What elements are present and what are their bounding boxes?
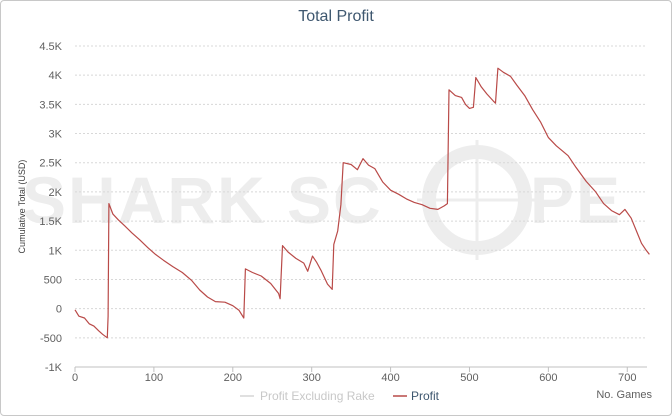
x-tick-label: 0 (72, 372, 78, 384)
y-tick-label: 3K (49, 129, 63, 141)
series-group (74, 67, 650, 339)
y-tick-label: 500 (44, 274, 62, 286)
legend-item-profit-excl-rake[interactable]: Profit Excluding Rake (240, 389, 375, 403)
chart-title: Total Profit (298, 8, 374, 25)
y-tick-label: 2K (49, 187, 63, 199)
watermark: SHARK SC PE (22, 140, 622, 260)
y-tick-label: -500 (40, 333, 62, 345)
y-axis-ticks: -1K -500 0 500 1K 1.5K 2K 2.5K 3K 3.5K 4K 4.5K (39, 41, 62, 374)
y-tick-label: 1K (49, 245, 63, 257)
y-tick-label: 4K (49, 70, 63, 82)
y-tick-label: 1.5K (39, 216, 62, 228)
watermark-text-left: SHARK SC (22, 163, 383, 237)
x-axis-title: No. Games (596, 389, 652, 401)
legend-label-profit-excl-rake: Profit Excluding Rake (260, 389, 375, 403)
y-tick-label: -1K (45, 362, 63, 374)
legend-item-profit[interactable]: Profit (393, 389, 440, 403)
series-line-profit (74, 67, 650, 339)
x-tick-label: 700 (618, 372, 636, 384)
x-tick-label: 300 (303, 372, 321, 384)
y-tick-label: 0 (56, 304, 62, 316)
y-tick-label: 2.5K (39, 158, 62, 170)
watermark-text-right: PE (530, 163, 622, 237)
y-axis-title: Cumulative Total (USD) (17, 160, 27, 254)
x-axis-ticks: 0 100 200 300 400 500 600 700 (72, 367, 636, 384)
y-tick-label: 4.5K (39, 41, 62, 53)
x-tick-label: 100 (145, 372, 163, 384)
x-tick-label: 400 (381, 372, 399, 384)
y-tick-label: 3.5K (39, 99, 62, 111)
legend: Profit Excluding Rake Profit (240, 389, 440, 403)
legend-label-profit: Profit (411, 389, 440, 403)
x-tick-label: 600 (539, 372, 557, 384)
x-tick-label: 200 (224, 372, 242, 384)
x-tick-label: 500 (460, 372, 478, 384)
